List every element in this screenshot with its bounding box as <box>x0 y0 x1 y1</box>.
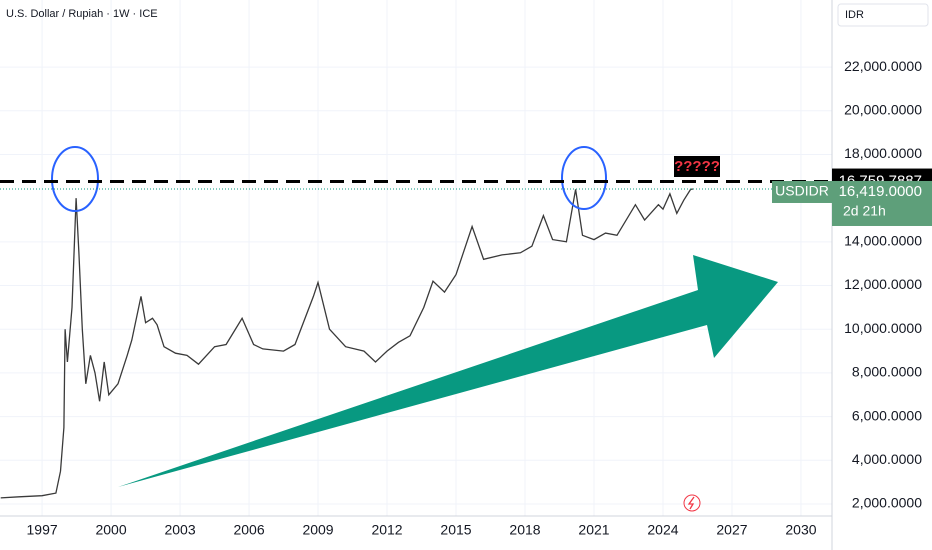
grid <box>0 0 832 516</box>
annotation-box <box>674 156 720 177</box>
chart-title: U.S. Dollar / Rupiah · 1W · ICE <box>6 8 158 20</box>
countdown-label: 2d 21h <box>843 203 886 219</box>
price-axis <box>832 0 932 550</box>
x-tick-label: 2027 <box>716 522 747 538</box>
symbol-box <box>772 180 832 203</box>
x-tick-label: 2030 <box>785 522 816 538</box>
y-tick-label: 14,000.0000 <box>844 233 922 249</box>
y-tick-label: 2,000.0000 <box>852 495 922 511</box>
x-tick-label: 2009 <box>302 522 333 538</box>
plot <box>0 188 694 499</box>
y-tick-label: 12,000.0000 <box>844 276 922 292</box>
symbol-label: USDIDR <box>775 183 829 199</box>
event-icon <box>683 494 701 512</box>
last-price-label: 16,419.0000 <box>839 183 922 200</box>
x-tick-label: 2003 <box>164 522 195 538</box>
x-tick-label: 2000 <box>95 522 126 538</box>
y-tick-label: 8,000.0000 <box>852 364 922 380</box>
last-price-box <box>832 180 932 226</box>
y-tick-label: 20,000.0000 <box>844 101 922 117</box>
x-tick-label: 2006 <box>233 522 264 538</box>
annotation: ????? <box>674 158 720 175</box>
y-tick-label: 22,000.0000 <box>844 58 922 74</box>
price-line <box>0 188 694 499</box>
currency-label: IDR <box>845 9 864 21</box>
trend-arrow <box>118 255 778 487</box>
y-tick-label: 4,000.0000 <box>852 451 922 467</box>
y-tick-label: 10,000.0000 <box>844 320 922 336</box>
y-tick-label: 6,000.0000 <box>852 407 922 423</box>
event-icon-bolt <box>687 496 695 510</box>
currency-box[interactable] <box>837 3 929 27</box>
x-tick-label: 1997 <box>27 522 58 538</box>
axes: 2,000.0000 4,000.0000 6,000.0000 8,000.0000… <box>27 58 923 538</box>
highlight-ellipse <box>561 146 607 210</box>
x-tick-label: 2012 <box>371 522 402 538</box>
x-tick-label: 2018 <box>509 522 540 538</box>
x-tick-label: 2015 <box>440 522 471 538</box>
y-tick-label: 18,000.0000 <box>844 145 922 161</box>
x-tick-label: 2024 <box>647 522 678 538</box>
highlight-ellipse <box>51 146 99 212</box>
x-tick-label: 2021 <box>578 522 609 538</box>
